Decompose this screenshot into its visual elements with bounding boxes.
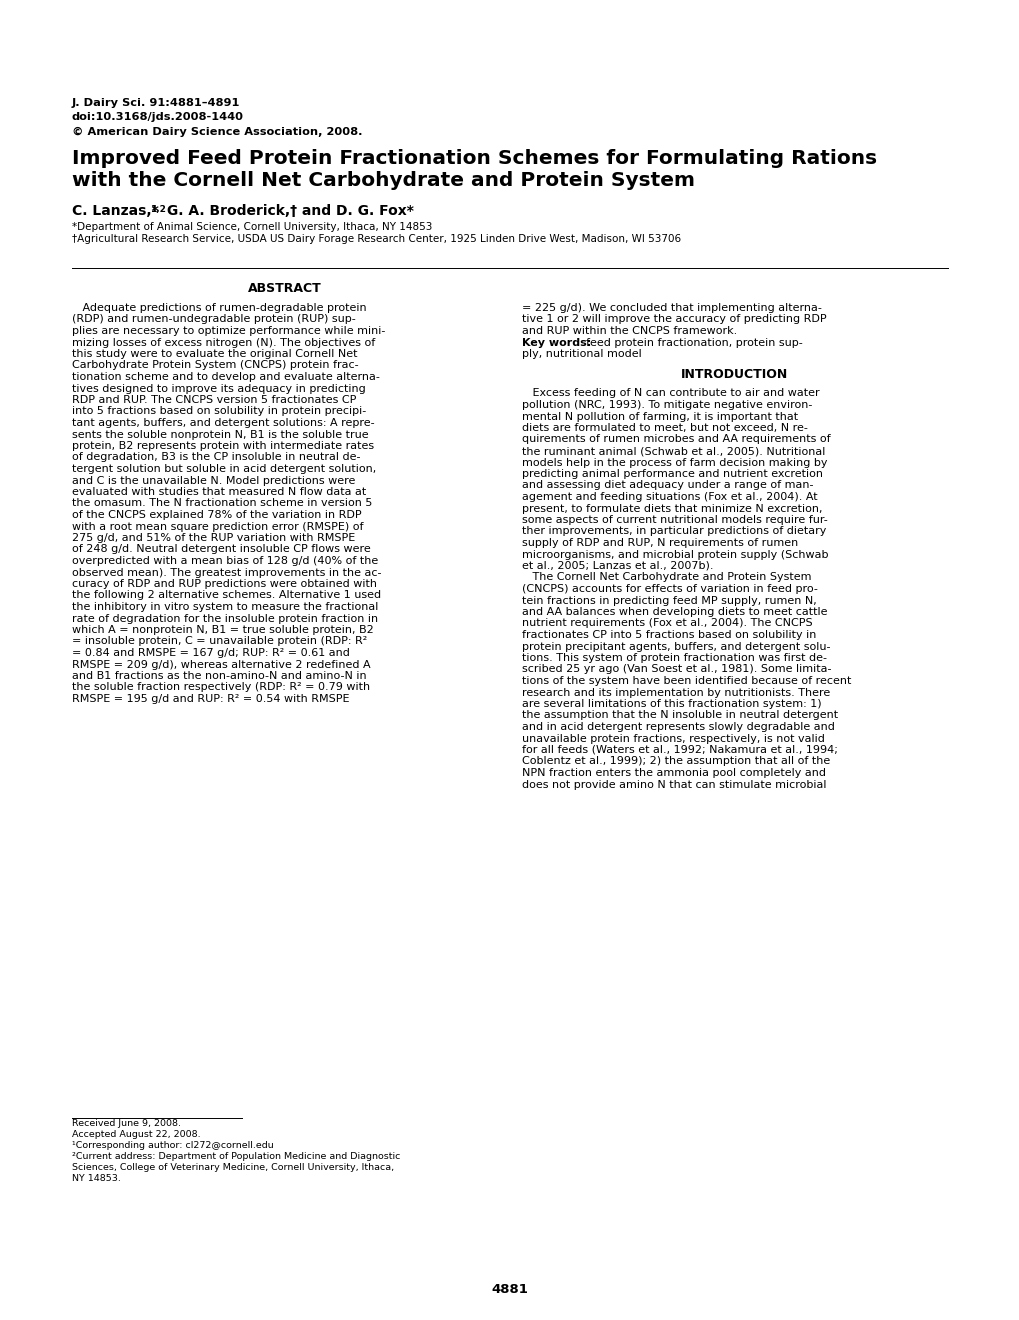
Text: ply, nutritional model: ply, nutritional model [522, 348, 641, 359]
Text: mental N pollution of farming, it is important that: mental N pollution of farming, it is imp… [522, 412, 797, 421]
Text: feed protein fractionation, protein sup-: feed protein fractionation, protein sup- [579, 338, 802, 347]
Text: mizing losses of excess nitrogen (N). The objectives of: mizing losses of excess nitrogen (N). Th… [72, 338, 375, 347]
Text: 275 g/d, and 51% of the RUP variation with RMSPE: 275 g/d, and 51% of the RUP variation wi… [72, 533, 355, 543]
Text: unavailable protein fractions, respectively, is not valid: unavailable protein fractions, respectiv… [522, 734, 824, 743]
Text: and RUP within the CNCPS framework.: and RUP within the CNCPS framework. [522, 326, 737, 337]
Text: ABSTRACT: ABSTRACT [248, 282, 322, 294]
Text: and C is the unavailable N. Model predictions were: and C is the unavailable N. Model predic… [72, 475, 355, 486]
Text: G. A. Broderick,† and D. G. Fox*: G. A. Broderick,† and D. G. Fox* [162, 205, 414, 218]
Text: the omasum. The N fractionation scheme in version 5: the omasum. The N fractionation scheme i… [72, 499, 372, 508]
Text: microorganisms, and microbial protein supply (Schwab: microorganisms, and microbial protein su… [522, 549, 827, 560]
Text: protein, B2 represents protein with intermediate rates: protein, B2 represents protein with inte… [72, 441, 374, 451]
Text: with the Cornell Net Carbohydrate and Protein System: with the Cornell Net Carbohydrate and Pr… [72, 172, 694, 190]
Text: *Department of Animal Science, Cornell University, Ithaca, NY 14853: *Department of Animal Science, Cornell U… [72, 222, 432, 232]
Text: diets are formulated to meet, but not exceed, N re-: diets are formulated to meet, but not ex… [522, 422, 807, 433]
Text: some aspects of current nutritional models require fur-: some aspects of current nutritional mode… [522, 515, 827, 525]
Text: Key words:: Key words: [522, 338, 591, 347]
Text: Improved Feed Protein Fractionation Schemes for Formulating Rations: Improved Feed Protein Fractionation Sche… [72, 149, 876, 168]
Text: with a root mean square prediction error (RMSPE) of: with a root mean square prediction error… [72, 521, 363, 532]
Text: (RDP) and rumen-undegradable protein (RUP) sup-: (RDP) and rumen-undegradable protein (RU… [72, 314, 356, 325]
Text: sents the soluble nonprotein N, B1 is the soluble true: sents the soluble nonprotein N, B1 is th… [72, 429, 368, 440]
Text: et al., 2005; Lanzas et al., 2007b).: et al., 2005; Lanzas et al., 2007b). [522, 561, 713, 572]
Text: the inhibitory in vitro system to measure the fractional: the inhibitory in vitro system to measur… [72, 602, 378, 612]
Text: The Cornell Net Carbohydrate and Protein System: The Cornell Net Carbohydrate and Protein… [522, 573, 811, 582]
Text: Received June 9, 2008.: Received June 9, 2008. [72, 1119, 180, 1129]
Text: protein precipitant agents, buffers, and detergent solu-: protein precipitant agents, buffers, and… [522, 642, 829, 652]
Text: tions. This system of protein fractionation was first de-: tions. This system of protein fractionat… [522, 653, 826, 663]
Text: overpredicted with a mean bias of 128 g/d (40% of the: overpredicted with a mean bias of 128 g/… [72, 556, 378, 566]
Text: fractionates CP into 5 fractions based on solubility in: fractionates CP into 5 fractions based o… [522, 630, 815, 640]
Text: does not provide amino N that can stimulate microbial: does not provide amino N that can stimul… [522, 780, 825, 789]
Text: and B1 fractions as the non-amino-N and amino-N in: and B1 fractions as the non-amino-N and … [72, 671, 366, 681]
Text: agement and feeding situations (Fox et al., 2004). At: agement and feeding situations (Fox et a… [522, 492, 817, 502]
Text: and AA balances when developing diets to meet cattle: and AA balances when developing diets to… [522, 607, 826, 616]
Text: are several limitations of this fractionation system: 1): are several limitations of this fraction… [522, 700, 821, 709]
Text: pollution (NRC, 1993). To mitigate negative environ-: pollution (NRC, 1993). To mitigate negat… [522, 400, 811, 411]
Text: RMSPE = 195 g/d and RUP: R² = 0.54 with RMSPE: RMSPE = 195 g/d and RUP: R² = 0.54 with … [72, 694, 350, 704]
Text: the soluble fraction respectively (RDP: R² = 0.79 with: the soluble fraction respectively (RDP: … [72, 682, 370, 693]
Text: RDP and RUP. The CNCPS version 5 fractionates CP: RDP and RUP. The CNCPS version 5 fractio… [72, 395, 356, 405]
Text: tionation scheme and to develop and evaluate alterna-: tionation scheme and to develop and eval… [72, 372, 379, 381]
Text: Carbohydrate Protein System (CNCPS) protein frac-: Carbohydrate Protein System (CNCPS) prot… [72, 360, 359, 371]
Text: tive 1 or 2 will improve the accuracy of predicting RDP: tive 1 or 2 will improve the accuracy of… [522, 314, 825, 325]
Text: J. Dairy Sci. 91:4881–4891: J. Dairy Sci. 91:4881–4891 [72, 98, 240, 108]
Text: ther improvements, in particular predictions of dietary: ther improvements, in particular predict… [522, 527, 825, 536]
Text: nutrient requirements (Fox et al., 2004). The CNCPS: nutrient requirements (Fox et al., 2004)… [522, 619, 812, 628]
Text: RMSPE = 209 g/d), whereas alternative 2 redefined A: RMSPE = 209 g/d), whereas alternative 2 … [72, 660, 370, 669]
Text: Sciences, College of Veterinary Medicine, Cornell University, Ithaca,: Sciences, College of Veterinary Medicine… [72, 1163, 393, 1172]
Text: for all feeds (Waters et al., 1992; Nakamura et al., 1994;: for all feeds (Waters et al., 1992; Naka… [522, 744, 837, 755]
Text: tions of the system have been identified because of recent: tions of the system have been identified… [522, 676, 851, 686]
Text: of the CNCPS explained 78% of the variation in RDP: of the CNCPS explained 78% of the variat… [72, 510, 362, 520]
Text: tergent solution but soluble in acid detergent solution,: tergent solution but soluble in acid det… [72, 465, 376, 474]
Text: present, to formulate diets that minimize N excretion,: present, to formulate diets that minimiz… [522, 503, 821, 513]
Text: and in acid detergent represents slowly degradable and: and in acid detergent represents slowly … [522, 722, 835, 733]
Text: evaluated with studies that measured N flow data at: evaluated with studies that measured N f… [72, 487, 366, 498]
Text: predicting animal performance and nutrient excretion: predicting animal performance and nutrie… [522, 469, 822, 479]
Text: the assumption that the N insoluble in neutral detergent: the assumption that the N insoluble in n… [522, 710, 838, 721]
Text: C. Lanzas,*: C. Lanzas,* [72, 205, 159, 218]
Text: the following 2 alternative schemes. Alternative 1 used: the following 2 alternative schemes. Alt… [72, 590, 381, 601]
Text: Coblentz et al., 1999); 2) the assumption that all of the: Coblentz et al., 1999); 2) the assumptio… [522, 756, 829, 767]
Text: the ruminant animal (Schwab et al., 2005). Nutritional: the ruminant animal (Schwab et al., 2005… [522, 446, 824, 455]
Text: and assessing diet adequacy under a range of man-: and assessing diet adequacy under a rang… [522, 480, 813, 491]
Text: of 248 g/d. Neutral detergent insoluble CP flows were: of 248 g/d. Neutral detergent insoluble … [72, 544, 370, 554]
Text: supply of RDP and RUP, N requirements of rumen: supply of RDP and RUP, N requirements of… [522, 539, 798, 548]
Text: Accepted August 22, 2008.: Accepted August 22, 2008. [72, 1130, 201, 1139]
Text: curacy of RDP and RUP predictions were obtained with: curacy of RDP and RUP predictions were o… [72, 579, 377, 589]
Text: tant agents, buffers, and detergent solutions: A repre-: tant agents, buffers, and detergent solu… [72, 418, 374, 428]
Text: Adequate predictions of rumen-degradable protein: Adequate predictions of rumen-degradable… [72, 304, 366, 313]
Text: © American Dairy Science Association, 2008.: © American Dairy Science Association, 20… [72, 127, 362, 137]
Text: 4881: 4881 [491, 1283, 528, 1296]
Text: Excess feeding of N can contribute to air and water: Excess feeding of N can contribute to ai… [522, 388, 819, 399]
Text: ¹Corresponding author: cl272@cornell.edu: ¹Corresponding author: cl272@cornell.edu [72, 1140, 273, 1150]
Text: (CNCPS) accounts for effects of variation in feed pro-: (CNCPS) accounts for effects of variatio… [522, 583, 817, 594]
Text: research and its implementation by nutritionists. There: research and its implementation by nutri… [522, 688, 829, 697]
Text: into 5 fractions based on solubility in protein precipi-: into 5 fractions based on solubility in … [72, 407, 366, 417]
Text: of degradation, B3 is the CP insoluble in neutral de-: of degradation, B3 is the CP insoluble i… [72, 453, 360, 462]
Text: 1,2: 1,2 [150, 205, 166, 214]
Text: observed mean). The greatest improvements in the ac-: observed mean). The greatest improvement… [72, 568, 381, 578]
Text: = insoluble protein, C = unavailable protein (RDP: R²: = insoluble protein, C = unavailable pro… [72, 636, 367, 647]
Text: NPN fraction enters the ammonia pool completely and: NPN fraction enters the ammonia pool com… [522, 768, 825, 777]
Text: plies are necessary to optimize performance while mini-: plies are necessary to optimize performa… [72, 326, 385, 337]
Text: ²Current address: Department of Population Medicine and Diagnostic: ²Current address: Department of Populati… [72, 1152, 400, 1162]
Text: models help in the process of farm decision making by: models help in the process of farm decis… [522, 458, 826, 467]
Text: INTRODUCTION: INTRODUCTION [681, 367, 788, 380]
Text: = 225 g/d). We concluded that implementing alterna-: = 225 g/d). We concluded that implementi… [522, 304, 821, 313]
Text: NY 14853.: NY 14853. [72, 1173, 121, 1183]
Text: quirements of rumen microbes and AA requirements of: quirements of rumen microbes and AA requ… [522, 434, 829, 445]
Text: = 0.84 and RMSPE = 167 g/d; RUP: R² = 0.61 and: = 0.84 and RMSPE = 167 g/d; RUP: R² = 0.… [72, 648, 350, 657]
Text: tein fractions in predicting feed MP supply, rumen N,: tein fractions in predicting feed MP sup… [522, 595, 816, 606]
Text: this study were to evaluate the original Cornell Net: this study were to evaluate the original… [72, 348, 357, 359]
Text: doi:10.3168/jds.2008-1440: doi:10.3168/jds.2008-1440 [72, 112, 244, 123]
Text: which A = nonprotein N, B1 = true soluble protein, B2: which A = nonprotein N, B1 = true solubl… [72, 624, 373, 635]
Text: tives designed to improve its adequacy in predicting: tives designed to improve its adequacy i… [72, 384, 366, 393]
Text: scribed 25 yr ago (Van Soest et al., 1981). Some limita-: scribed 25 yr ago (Van Soest et al., 198… [522, 664, 830, 675]
Text: †Agricultural Research Service, USDA US Dairy Forage Research Center, 1925 Linde: †Agricultural Research Service, USDA US … [72, 234, 681, 244]
Text: rate of degradation for the insoluble protein fraction in: rate of degradation for the insoluble pr… [72, 614, 378, 623]
